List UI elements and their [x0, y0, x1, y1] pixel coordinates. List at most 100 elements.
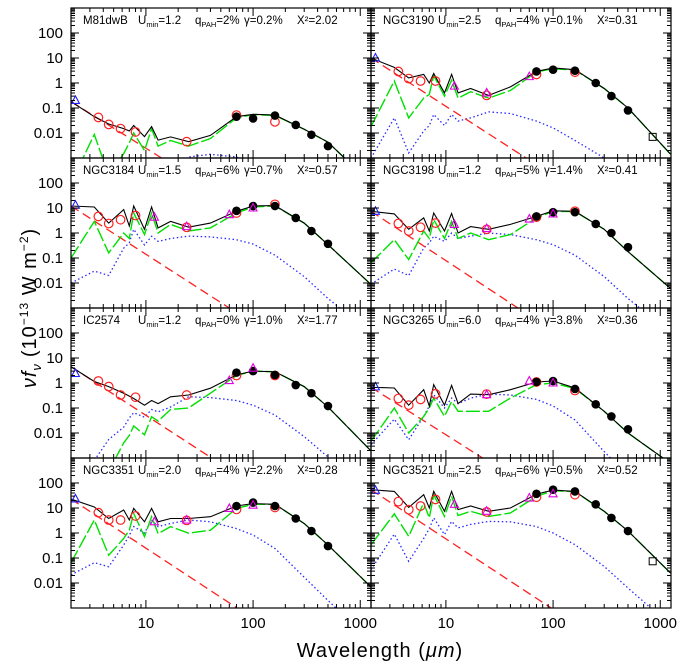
umin-subscript: min	[446, 20, 458, 29]
data-point-red-circle	[403, 226, 414, 236]
data-point-magenta-triangle	[481, 222, 492, 233]
chi2-value: X²=2.02	[297, 15, 338, 27]
panel-frame	[70, 7, 372, 159]
umin-value: =1.2	[158, 315, 181, 327]
data-point-black	[232, 368, 241, 377]
qpah-subscript: PAH	[201, 470, 216, 479]
chi2-label: X²=2.02	[297, 15, 338, 27]
data-point-red-circle	[130, 210, 141, 221]
galaxy-name: NGC3351	[83, 465, 134, 477]
plot-area	[371, 484, 671, 608]
y-tick-label: 10	[46, 200, 63, 217]
data-point-red-circle	[103, 119, 114, 130]
data-point-blue-triangle	[371, 381, 381, 391]
plot-area	[371, 205, 671, 308]
y-axis-mid: W m	[19, 251, 41, 302]
data-point-black	[307, 226, 316, 236]
gamma-label: γ=3.8%	[544, 315, 583, 327]
gamma-value: γ=1.0%	[244, 315, 283, 327]
pdr-dust-curve	[371, 232, 641, 308]
umin-value: =2.5	[458, 15, 481, 27]
umin-subscript: min	[146, 20, 158, 29]
plot-area	[371, 52, 671, 158]
y-axis-sub: ν	[29, 363, 44, 371]
diffuse-dust-curve	[114, 370, 371, 458]
umin-symbol: U	[138, 165, 146, 177]
qpah-subscript: PAH	[201, 320, 216, 329]
gamma-value: γ=3.8%	[544, 315, 583, 327]
axis-ticks	[370, 308, 671, 459]
gamma-value: γ=2.2%	[244, 465, 283, 477]
galaxy-name-text: M81dwB	[83, 15, 128, 27]
umin-value: =1.5	[158, 165, 181, 177]
chi2-label: X²=0.52	[597, 465, 638, 477]
data-point-black	[270, 370, 280, 380]
y-tick-label: 100	[38, 175, 63, 192]
total-model-curve	[71, 204, 371, 285]
data-point-black	[607, 228, 616, 238]
data-point-blue-triangle	[371, 484, 381, 494]
y-tick-label: 0.01	[34, 425, 63, 442]
data-point-blue-triangle	[371, 52, 381, 62]
data-point-magenta-triangle	[524, 213, 535, 223]
y-tick-label: 100	[38, 475, 63, 492]
data-point-black	[248, 114, 258, 123]
axis-ticks	[70, 458, 371, 609]
y-axis-exp2: −2	[17, 236, 31, 252]
galaxy-name: IC2574	[83, 315, 121, 327]
y-tick-label: 1	[55, 375, 63, 392]
umin-symbol: U	[438, 465, 446, 477]
data-point-red-circle	[130, 127, 141, 137]
gamma-value: γ=0.7%	[244, 165, 283, 177]
umin-value: =2.0	[158, 465, 181, 477]
y-axis-open: (10	[19, 325, 41, 357]
data-point-red-circle	[430, 76, 441, 86]
galaxy-name-text: NGC3198	[383, 165, 434, 177]
data-point-black	[591, 219, 601, 229]
y-tick-label: 0.01	[34, 575, 63, 592]
y-tick-label: 0.1	[42, 250, 63, 267]
data-point-magenta-triangle	[524, 492, 535, 502]
pdr-dust-curve	[95, 396, 330, 458]
x-tick-label: 100	[541, 615, 566, 632]
data-point-red-circle	[393, 496, 404, 507]
data-point-magenta-triangle	[481, 87, 492, 97]
data-point-black	[291, 213, 301, 223]
data-point-blue-triangle	[71, 199, 81, 209]
chi2-value: X²=0.52	[597, 465, 638, 477]
gamma-label: γ=1.0%	[244, 315, 283, 327]
gamma-value: γ=1.4%	[544, 165, 583, 177]
y-axis-main: νf	[19, 369, 41, 388]
data-point-black	[591, 78, 601, 88]
qpah-symbol: q	[195, 165, 201, 177]
y-axis-title: νfν (10−13 W m−2)	[17, 228, 44, 388]
data-point-black	[607, 91, 616, 101]
data-point-black	[570, 66, 580, 76]
data-point-magenta-triangle	[224, 374, 235, 385]
umin-subscript: min	[146, 470, 158, 479]
galaxy-name: NGC3198	[383, 165, 434, 177]
data-point-red-circle	[103, 515, 114, 525]
qpah-symbol: q	[195, 465, 201, 477]
data-point-black	[623, 106, 633, 115]
plot-area	[71, 199, 371, 308]
qpah-symbol: q	[495, 315, 501, 327]
data-point-magenta-triangle	[548, 488, 558, 498]
umin-subscript: min	[446, 320, 458, 329]
axis-ticks	[70, 8, 371, 159]
sed-panel: NGC3190 Umin=2.5 qPAH=4% γ=0.1% X²=0.31	[370, 7, 672, 159]
umin-label: Umin=1.2	[138, 315, 181, 329]
plot-area	[71, 362, 371, 458]
tick-labels: 100 10 1 0.1 0.01 100 10 1 0.1 0.01 100 10 1 0.1 0.01 1…	[34, 25, 677, 632]
data-point-magenta-triangle	[449, 80, 460, 90]
qpah-subscript: PAH	[501, 20, 516, 29]
data-point-black	[623, 425, 633, 434]
axis-ticks	[370, 8, 671, 159]
umin-subscript: min	[146, 320, 158, 329]
umin-label: Umin=1.5	[138, 165, 181, 179]
galaxy-name-text: NGC3184	[83, 165, 135, 177]
qpah-value: =2%	[216, 15, 239, 27]
umin-value: =1.2	[458, 165, 481, 177]
data-point-red-circle	[103, 218, 114, 229]
y-tick-label: 10	[46, 50, 63, 67]
